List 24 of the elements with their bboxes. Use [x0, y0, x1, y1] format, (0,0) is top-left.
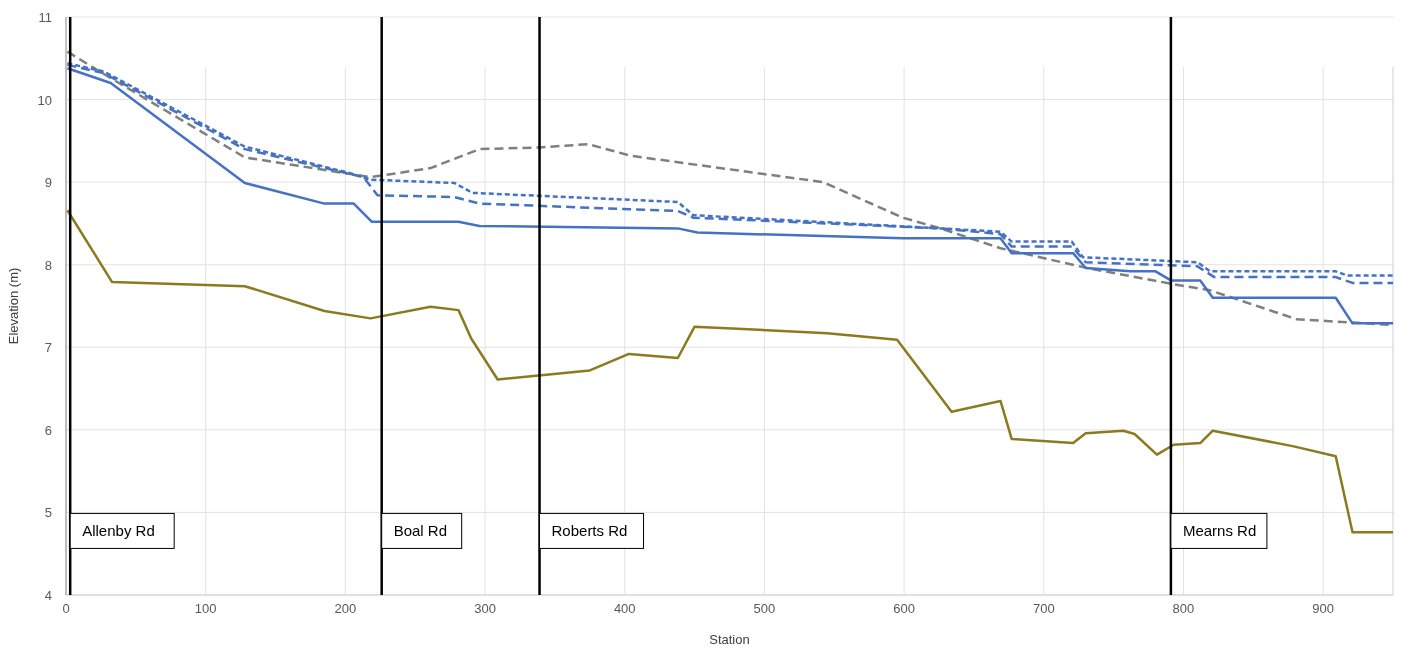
ref-line-label: Roberts Rd	[551, 522, 628, 540]
x-tick-label: 500	[753, 601, 776, 616]
x-tick-label: 600	[893, 601, 915, 616]
y-tick-label: 11	[38, 10, 52, 25]
ref-line-label: Allenby Rd	[82, 522, 155, 540]
x-tick-label: 100	[194, 601, 217, 616]
x-tick-label: 800	[1172, 601, 1195, 616]
y-tick-label: 10	[37, 92, 52, 108]
x-tick-label: 400	[613, 601, 636, 616]
x-tick-label: 300	[474, 601, 496, 616]
x-tick-label: 0	[62, 601, 70, 616]
y-tick-label: 9	[44, 175, 52, 191]
x-tick-label: 700	[1032, 601, 1055, 616]
y-tick-label: 4	[44, 588, 52, 603]
x-tick-label: 200	[334, 601, 357, 616]
y-axis-title: Elevation (m)	[6, 267, 21, 345]
x-axis-title: Station	[709, 632, 750, 647]
x-tick-label: 900	[1312, 601, 1335, 616]
ref-line-label: Mearns Rd	[1182, 522, 1257, 540]
ref-line-label: Boal Rd	[393, 522, 448, 540]
y-tick-label: 8	[44, 257, 52, 273]
y-tick-label: 7	[44, 340, 52, 356]
y-tick-label: 5	[44, 505, 52, 521]
y-tick-label: 6	[44, 422, 52, 438]
